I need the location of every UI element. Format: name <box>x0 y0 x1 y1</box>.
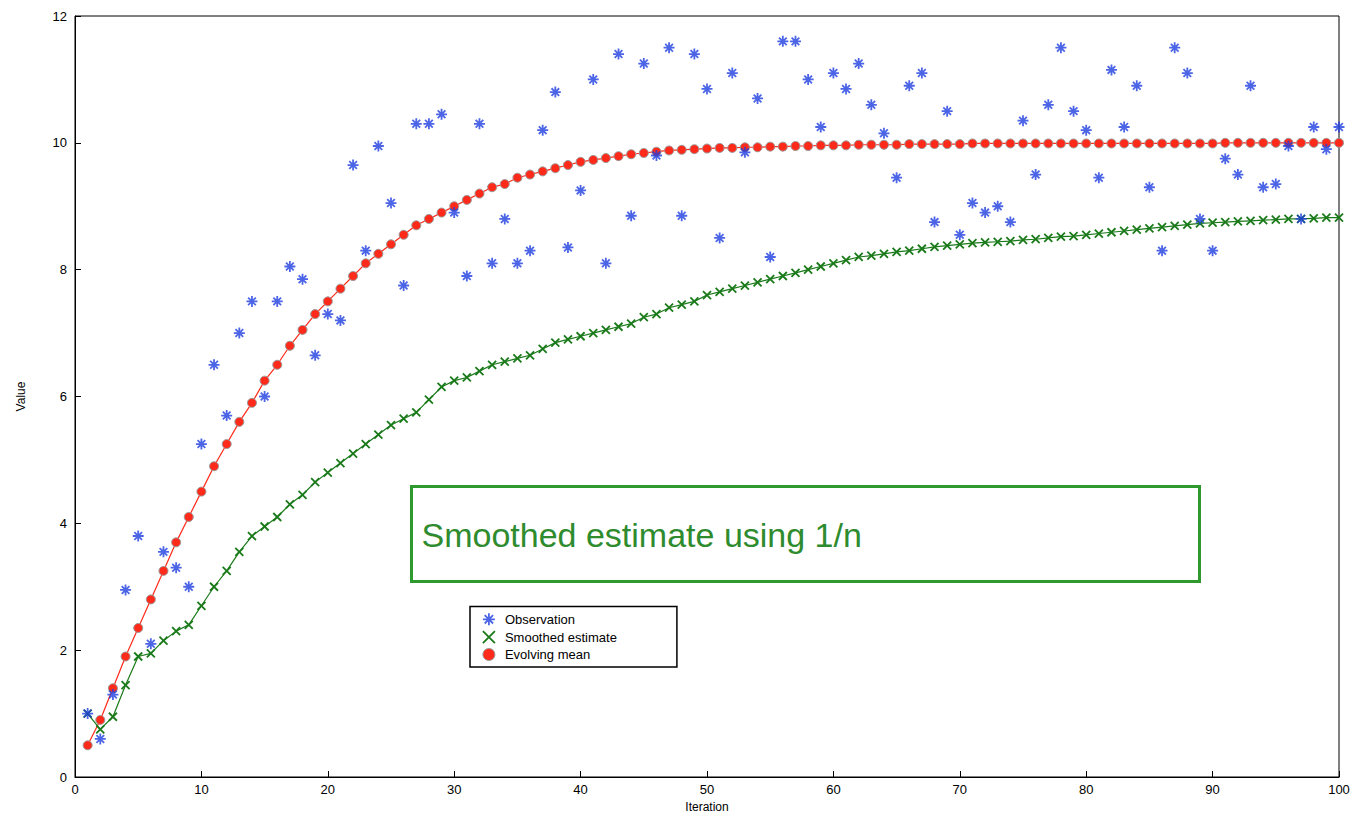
svg-text:8: 8 <box>60 262 67 277</box>
svg-text:Smoothed estimate using 1/n: Smoothed estimate using 1/n <box>422 516 862 554</box>
svg-text:80: 80 <box>1079 782 1093 797</box>
svg-text:Evolving mean: Evolving mean <box>505 647 590 662</box>
svg-text:0: 0 <box>71 782 78 797</box>
svg-text:Smoothed estimate: Smoothed estimate <box>505 630 617 645</box>
svg-text:12: 12 <box>53 9 67 24</box>
svg-text:100: 100 <box>1328 782 1350 797</box>
svg-text:Iteration: Iteration <box>685 800 728 814</box>
svg-text:90: 90 <box>1205 782 1219 797</box>
svg-text:30: 30 <box>447 782 461 797</box>
svg-text:60: 60 <box>826 782 840 797</box>
svg-text:20: 20 <box>321 782 335 797</box>
svg-text:Observation: Observation <box>505 612 575 627</box>
svg-text:2: 2 <box>60 643 67 658</box>
svg-text:10: 10 <box>194 782 208 797</box>
svg-text:10: 10 <box>53 135 67 150</box>
svg-text:4: 4 <box>60 516 67 531</box>
svg-text:0: 0 <box>60 770 67 785</box>
svg-text:40: 40 <box>573 782 587 797</box>
svg-text:50: 50 <box>700 782 714 797</box>
svg-text:70: 70 <box>953 782 967 797</box>
svg-text:6: 6 <box>60 389 67 404</box>
svg-text:Value: Value <box>14 381 28 411</box>
